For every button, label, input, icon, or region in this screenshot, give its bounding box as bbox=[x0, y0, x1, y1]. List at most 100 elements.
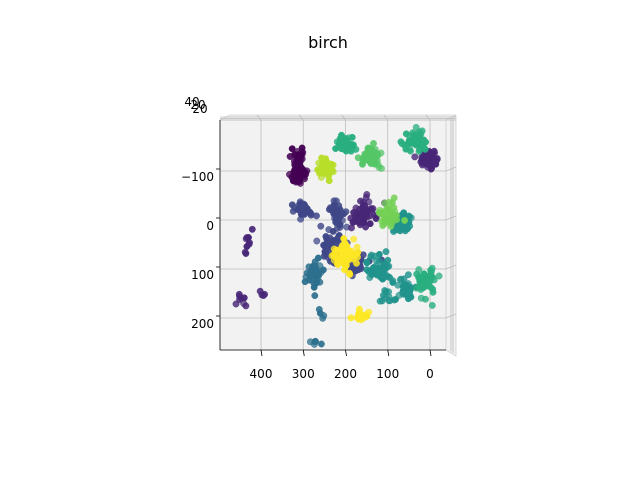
data-point-1022 bbox=[341, 239, 349, 247]
data-point-456 bbox=[316, 262, 324, 270]
x-tick-mark-3 bbox=[387, 349, 390, 357]
data-point-354 bbox=[325, 226, 333, 234]
data-point-304 bbox=[427, 165, 435, 173]
data-point-820 bbox=[370, 140, 377, 147]
data-point-623 bbox=[399, 288, 407, 296]
data-point-802 bbox=[435, 272, 443, 280]
data-point-294 bbox=[411, 153, 419, 161]
data-point-787 bbox=[429, 285, 437, 293]
grid-line-xtop-2 bbox=[341, 114, 346, 121]
data-point-465 bbox=[309, 262, 317, 270]
data-point-311 bbox=[420, 158, 427, 166]
data-point-753 bbox=[428, 301, 436, 309]
data-point-804 bbox=[427, 277, 434, 285]
data-point-588 bbox=[377, 266, 384, 274]
data-point-587 bbox=[372, 262, 380, 270]
top-pane bbox=[219, 114, 457, 121]
grid-lines bbox=[220, 114, 457, 353]
data-point-333 bbox=[333, 219, 341, 227]
data-point-904 bbox=[390, 194, 398, 202]
axis-lines bbox=[219, 120, 446, 351]
x-tick-label-1: 300 bbox=[292, 367, 315, 381]
data-point-855 bbox=[354, 154, 362, 162]
data-point-857 bbox=[373, 157, 381, 165]
data-point-789 bbox=[415, 266, 423, 273]
data-point-147 bbox=[301, 210, 308, 218]
data-point-106 bbox=[261, 290, 268, 298]
data-point-860 bbox=[366, 150, 373, 158]
data-point-228 bbox=[363, 191, 371, 198]
data-point-589 bbox=[380, 260, 388, 268]
data-point-367 bbox=[322, 249, 330, 257]
data-point-639 bbox=[389, 279, 397, 286]
data-point-747 bbox=[415, 130, 423, 138]
data-point-818 bbox=[359, 160, 366, 168]
data-point-593 bbox=[404, 271, 412, 279]
data-point-246 bbox=[363, 213, 371, 221]
data-point-805 bbox=[419, 284, 427, 292]
data-point-574 bbox=[371, 252, 378, 260]
data-point-640 bbox=[378, 297, 386, 305]
data-point-347 bbox=[313, 237, 321, 245]
data-point-350 bbox=[320, 241, 327, 249]
data-point-738 bbox=[398, 140, 406, 148]
back-pane bbox=[219, 119, 447, 351]
x-tick-label-4: 0 bbox=[426, 367, 434, 381]
data-point-1008 bbox=[346, 270, 354, 278]
data-point-368 bbox=[327, 238, 334, 246]
data-point-612 bbox=[407, 293, 415, 301]
y-tick-label-1: 0 bbox=[206, 219, 214, 233]
data-point-131 bbox=[297, 215, 304, 223]
x-tick-mark-4 bbox=[429, 349, 432, 357]
data-point-93 bbox=[245, 234, 252, 241]
x-tick-mark-1 bbox=[302, 349, 305, 357]
data-point-638 bbox=[390, 296, 398, 304]
data-point-430 bbox=[311, 292, 319, 299]
data-point-849 bbox=[361, 154, 369, 162]
data-point-303 bbox=[433, 155, 441, 163]
z-tick-label-1: 20 bbox=[190, 98, 205, 112]
data-point-97 bbox=[232, 300, 240, 308]
data-point-102 bbox=[236, 296, 244, 303]
data-point-982 bbox=[353, 259, 360, 267]
grid-line-xtop-1 bbox=[298, 114, 304, 121]
data-point-198 bbox=[366, 220, 374, 228]
x-tick-label-3: 100 bbox=[376, 367, 399, 381]
data-point-1025 bbox=[330, 251, 337, 259]
data-point-1043 bbox=[365, 308, 373, 316]
data-point-800 bbox=[418, 275, 426, 283]
x-tick-mark-0 bbox=[260, 349, 263, 357]
data-point-469 bbox=[312, 269, 320, 277]
data-point-621 bbox=[397, 276, 404, 284]
data-point-533 bbox=[405, 213, 413, 221]
data-point-229 bbox=[359, 205, 367, 213]
data-point-91 bbox=[241, 248, 249, 256]
data-point-191 bbox=[336, 210, 343, 218]
data-point-181 bbox=[332, 197, 340, 205]
data-point-94 bbox=[245, 240, 253, 248]
data-point-869 bbox=[401, 217, 408, 224]
data-point-673 bbox=[338, 131, 345, 139]
data-point-709 bbox=[415, 148, 423, 156]
data-point-845 bbox=[378, 164, 385, 172]
data-point-575 bbox=[363, 259, 371, 267]
data-point-1037 bbox=[347, 314, 355, 322]
data-point-236 bbox=[357, 197, 364, 205]
x-tick-mark-2 bbox=[345, 349, 347, 357]
data-point-625 bbox=[403, 283, 411, 291]
data-point-370 bbox=[322, 233, 330, 240]
data-point-84 bbox=[293, 148, 301, 155]
data-point-471 bbox=[313, 279, 320, 287]
data-point-690 bbox=[342, 141, 350, 149]
data-point-59 bbox=[298, 168, 306, 176]
data-point-930 bbox=[325, 177, 333, 185]
data-point-1020 bbox=[354, 248, 362, 256]
data-point-1015 bbox=[334, 261, 342, 269]
z-tick-label-0: 40 bbox=[184, 95, 199, 109]
data-point-470 bbox=[306, 276, 313, 284]
data-point-1017 bbox=[350, 235, 358, 243]
chart-title: birch bbox=[308, 33, 348, 52]
z-tick-label-2: 20 bbox=[192, 102, 207, 116]
